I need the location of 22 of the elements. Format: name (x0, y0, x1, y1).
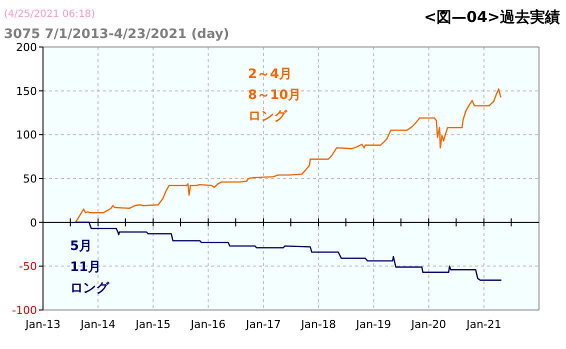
chart-subtitle: 3075 7/1/2013-4/23/2021 (day) (4, 27, 230, 42)
series-label: 5月11月ロング (70, 238, 109, 298)
x-tick-label: Jan-17 (244, 318, 281, 331)
line-series (74, 88, 502, 223)
y-tick-label: -100 (12, 304, 37, 317)
y-tick-label: 100 (16, 128, 37, 142)
chart-title: <図—04>過去実績 (424, 8, 560, 26)
text: 2～4月8～10月ロング (248, 66, 302, 126)
y-tick-label: 50 (23, 172, 37, 186)
y-tick-label: 150 (16, 84, 37, 98)
y-tick-label: 200 (16, 41, 37, 54)
x-tick-label: Jan-16 (190, 318, 226, 331)
x-tick-label: Jan-18 (300, 318, 336, 331)
x-tick-label: Jan-21 (465, 318, 502, 331)
x-tick-label: Jan-19 (355, 318, 392, 331)
x-tick-label: Jan-20 (410, 318, 446, 331)
x-tick-label: Jan-13 (24, 318, 60, 331)
y-tick-label: -50 (19, 260, 37, 274)
x-tick-label: Jan-15 (134, 318, 171, 331)
text: (4/25/2021 06:18) (4, 9, 96, 20)
x-tick-label: Jan-14 (80, 318, 116, 331)
y-tick-label: 0 (30, 216, 37, 230)
